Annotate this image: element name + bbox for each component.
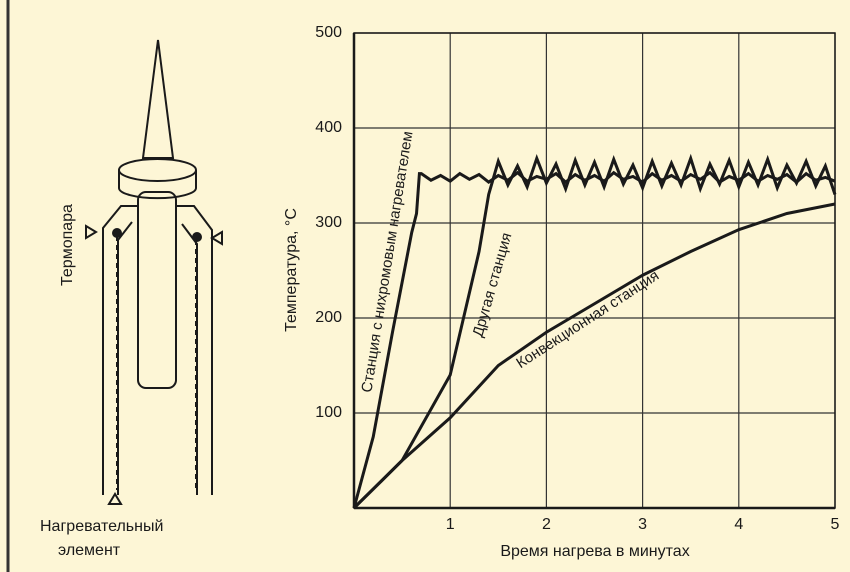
x-tick-label: 5 <box>831 516 840 533</box>
x-tick-label: 1 <box>446 516 455 533</box>
series-line <box>352 202 836 510</box>
thermocouple-junction <box>192 232 202 242</box>
collar-top <box>118 158 197 182</box>
marker <box>107 492 123 505</box>
x-axis-label: Время нагрева в минутах <box>500 543 689 560</box>
x-tick-label: 4 <box>734 516 743 533</box>
y-axis-label: Температура, °С <box>283 208 300 332</box>
y-tick-label: 400 <box>315 119 342 136</box>
y-tick-label: 100 <box>315 404 342 421</box>
sleeve-right-outer <box>176 205 213 495</box>
series-line <box>352 153 837 510</box>
tip <box>141 39 175 159</box>
thermocouple-junction <box>112 228 122 238</box>
heater-label: Нагревательный <box>40 518 163 535</box>
thermocouple-label: Термопара <box>59 204 76 286</box>
collar <box>118 170 197 200</box>
x-tick-label: 3 <box>638 516 647 533</box>
marker <box>210 230 223 246</box>
x-tick-label: 2 <box>542 516 551 533</box>
marker <box>85 224 98 240</box>
y-tick-label: 500 <box>315 24 342 41</box>
heater-label: элемент <box>58 542 121 559</box>
y-tick-label: 200 <box>315 309 342 326</box>
soldering-iron-diagram: Термопара Нагревательный элемент <box>40 39 223 559</box>
heater-rod <box>137 191 177 389</box>
sleeve-left-outer <box>102 205 138 495</box>
y-tick-label: 300 <box>315 214 342 231</box>
